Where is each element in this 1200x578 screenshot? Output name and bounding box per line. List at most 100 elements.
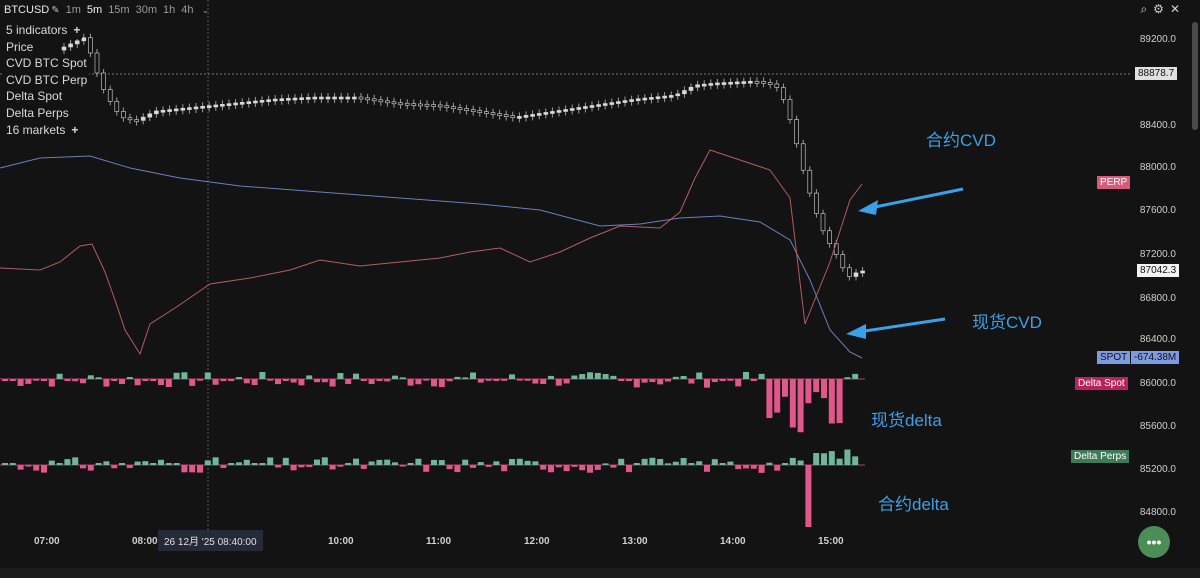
delta-perps-bar (774, 465, 781, 471)
delta-spot-bar (813, 379, 820, 393)
delta-perps-bar (126, 465, 133, 469)
candle-body (187, 107, 192, 110)
price-axis[interactable]: 89200.0 88400.0 88000.0 87600.0 87200.0 … (1130, 0, 1190, 530)
timeframe-1m[interactable]: 1m (65, 4, 81, 16)
y-tick: 85200.0 (1139, 464, 1176, 475)
candle-body (352, 96, 357, 100)
indicator-cvd-perp[interactable]: CVD BTC Perp (4, 71, 90, 89)
candle-body (451, 106, 456, 110)
delta-perps-bar (2, 463, 8, 465)
delta-spot-bar (72, 379, 79, 382)
delta-perps-bar (306, 465, 313, 467)
delta-spot-bar (524, 379, 531, 381)
delta-perps-bar (48, 460, 55, 465)
timeframe-1h[interactable]: 1h (163, 4, 176, 16)
delta-perps-bar (392, 462, 398, 465)
delta-spot-bar (95, 377, 102, 379)
delta-spot-bar (298, 379, 305, 386)
timeframe-30m[interactable]: 30m (135, 4, 157, 16)
edit-symbol-icon[interactable]: ✎ (51, 4, 60, 16)
delta-spot-bar (532, 379, 539, 384)
symbol-label[interactable]: BTCUSD (4, 4, 50, 16)
candle-body (800, 143, 806, 171)
delta-spot-bars (2, 371, 859, 433)
delta-perps-bar (150, 463, 157, 465)
delta-perps-bar (119, 463, 125, 465)
candle-body (160, 109, 166, 113)
arrow-to-spot-cvd (857, 317, 946, 334)
candle-body (675, 93, 681, 97)
indicator-delta-perps[interactable]: Delta Perps (4, 104, 71, 122)
delta-spot-bar (540, 379, 547, 385)
candle-body (596, 104, 601, 107)
delta-spot-bar (150, 379, 157, 381)
y-tick: 85600.0 (1139, 421, 1176, 432)
delta-perps-bar (836, 458, 843, 465)
delta-spot-bar (571, 375, 578, 379)
candle-body (437, 104, 443, 108)
delta-spot-bar (360, 379, 367, 381)
delta-perps-bar (665, 463, 671, 465)
y-tick: 86800.0 (1139, 293, 1176, 304)
delta-spot-bar (680, 376, 687, 379)
candle-body (404, 102, 410, 106)
delta-perps-bar (275, 465, 281, 468)
delta-spot-bar (173, 372, 180, 379)
markets-count[interactable]: 16 markets + (4, 121, 81, 139)
delta-perps-bar (431, 459, 437, 465)
delta-spot-bar (548, 375, 554, 379)
delta-perps-bar (72, 457, 79, 465)
more-dots-icon[interactable]: ••• (1138, 526, 1170, 558)
candle-body (253, 100, 258, 104)
delta-perps-bar (711, 459, 718, 465)
price-chart[interactable] (0, 0, 1130, 530)
delta-spot-bar (56, 373, 63, 379)
timeframe-15m[interactable]: 15m (108, 4, 130, 16)
search-icon[interactable]: ⌕ (1140, 2, 1148, 16)
candle-body (134, 119, 139, 122)
delta-spot-bar (189, 379, 196, 386)
delta-perps-bar (267, 457, 274, 465)
delta-perps-bar (64, 459, 71, 465)
timeframe-5m[interactable]: 5m (86, 4, 103, 16)
delta-spot-bar (509, 374, 515, 379)
delta-perps-bar (376, 459, 383, 465)
delta-spot-bar (766, 379, 773, 419)
timeframe-4h[interactable]: 4h (181, 4, 194, 16)
delta-perps-bar (672, 461, 679, 465)
delta-perps-bar (337, 465, 344, 467)
candle-body (424, 103, 430, 107)
delta-perps-bar (438, 460, 445, 465)
delta-perps-bar (821, 453, 827, 465)
chevron-down-icon[interactable]: ⌄ (201, 4, 210, 15)
indicators-count[interactable]: 5 indicators + (4, 22, 83, 39)
close-icon[interactable]: ✕ (1169, 2, 1180, 16)
candle-body (774, 83, 780, 88)
delta-perps-bar (345, 462, 352, 465)
gear-icon[interactable]: ⚙ (1153, 2, 1164, 16)
time-axis[interactable]: 07:00 08:00 10:00 11:00 12:00 13:00 14:0… (0, 530, 1130, 550)
candle-body (107, 89, 113, 102)
delta-perps-bars (2, 449, 859, 527)
indicator-cvd-spot[interactable]: CVD BTC Spot (4, 55, 89, 72)
candle-body (860, 270, 865, 274)
candle-body (576, 107, 582, 110)
delta-perps-bar (696, 461, 703, 465)
x-tick: 14:00 (720, 536, 746, 547)
delta-spot-bar (64, 379, 71, 381)
delta-perps-bar (415, 458, 422, 465)
annotation-perp-cvd: 合约CVD (926, 131, 996, 150)
delta-perps-bar (477, 462, 484, 465)
scrollbar[interactable] (1192, 22, 1198, 130)
delta-spot-bar (477, 379, 484, 383)
delta-spot-bar (181, 372, 188, 379)
delta-perps-bar (649, 457, 656, 465)
delta-perps-bar (142, 461, 149, 465)
delta-spot-bar (376, 379, 383, 381)
delta-spot-bar (259, 372, 266, 379)
delta-spot-bar (103, 379, 110, 387)
candle-body (827, 230, 832, 245)
indicator-delta-spot[interactable]: Delta Spot (4, 88, 65, 105)
delta-spot-bar (306, 375, 313, 379)
indicator-price[interactable]: Price (4, 38, 36, 56)
